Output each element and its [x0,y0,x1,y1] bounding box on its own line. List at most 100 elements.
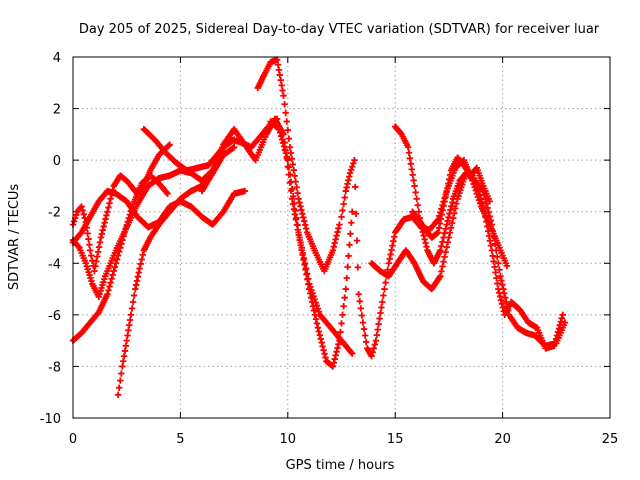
data-point [126,340,128,342]
data-point [190,205,192,208]
data-point [527,321,529,324]
data-point [119,175,121,177]
y-axis-label: SDTVAR / TECUs [7,184,22,291]
data-point [207,164,209,166]
data-point [297,231,300,233]
data-point [85,262,87,264]
data-point [351,352,353,355]
data-point [222,144,224,146]
data-point [233,128,235,130]
data-point [89,321,91,324]
data-point [76,211,78,213]
y-tick-label: -10 [40,412,61,427]
data-point [508,314,510,316]
data-point [106,293,108,295]
data-point [138,267,141,270]
data-point [126,200,128,202]
data-point [274,118,276,120]
data-point [130,314,132,316]
data-point [411,211,413,213]
data-point [212,172,214,174]
data-point [287,159,289,161]
data-point [433,262,435,264]
series-markers [254,56,343,275]
data-point [166,193,169,195]
data-point [476,167,478,169]
data-point [497,244,499,246]
data-point [437,231,439,233]
y-tick-label: -8 [48,360,61,375]
data-point [186,169,188,172]
series-markers [69,141,173,275]
grid-lines [73,57,610,418]
data-point [93,270,96,272]
data-point [265,133,267,135]
data-point [349,172,351,174]
data-point [134,288,136,290]
x-tick-label: 15 [387,432,404,447]
x-tick-label: 25 [602,432,619,447]
data-point [201,190,203,192]
data-point [340,216,343,218]
data-point [158,177,160,179]
data-point [491,249,493,251]
data-point [278,128,280,130]
data-point [222,211,224,213]
data-point [143,249,145,251]
data-point [484,216,487,218]
data-point [351,211,353,213]
data-point [388,275,390,277]
data-point [388,262,390,264]
data-point [136,193,139,195]
series-track-13 [409,154,493,241]
data-point [201,180,203,182]
data-point [115,193,117,195]
data-point [319,314,321,316]
data-point [564,321,566,324]
data-point [136,203,139,205]
series-track-8 [254,56,343,275]
data-point [469,175,471,177]
data-point [289,146,291,148]
data-point [450,169,452,172]
data-point [121,365,124,368]
data-point [98,200,100,202]
data-point [332,249,334,251]
data-point [506,265,508,267]
data-point [452,198,454,200]
data-point [381,301,383,303]
data-point [497,288,499,290]
data-point [282,133,285,135]
x-tick-labels: 0 5 10 15 20 25 [69,432,618,447]
data-point [426,249,429,251]
data-point [98,311,100,313]
data-point [345,190,347,192]
series-track-11 [368,169,569,349]
data-point [85,221,87,223]
data-point [169,144,171,146]
data-point [482,185,484,187]
data-point [340,340,343,342]
data-point [98,296,100,298]
data-point [282,95,285,97]
data-point [317,327,319,329]
data-point [345,288,347,290]
data-point [544,347,547,349]
data-point [463,159,465,161]
data-point [379,270,381,272]
data-point [491,224,493,226]
data-point [431,236,433,239]
data-point [448,236,450,239]
data-point [553,345,555,347]
y-tick-label: -2 [48,206,61,221]
y-tick-label: -6 [48,309,61,324]
data-point [439,275,441,277]
data-point [325,360,328,362]
data-point [413,185,416,187]
data-point [115,262,117,264]
data-point [149,169,151,172]
data-point [132,203,134,205]
data-point [158,154,160,156]
data-point [489,200,491,202]
